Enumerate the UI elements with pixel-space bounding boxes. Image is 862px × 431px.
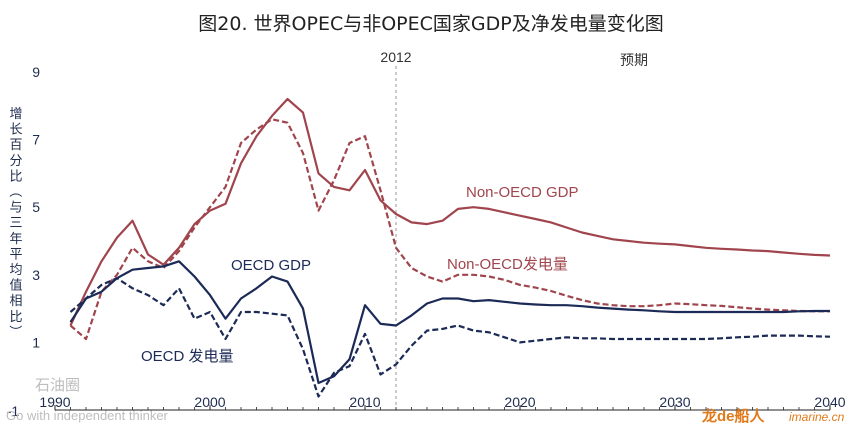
- series-layer: [69, 97, 831, 398]
- y-label-char: 比: [9, 310, 22, 325]
- watermark-right-site: imarine.cn: [789, 410, 845, 424]
- y-label-char: 增: [9, 107, 22, 122]
- y-label-char: 均: [9, 263, 22, 278]
- y-tick-label: 7: [32, 132, 40, 148]
- series-line-3: [69, 277, 831, 398]
- y-label-char: 比: [9, 169, 22, 184]
- series-line-1: [69, 118, 830, 341]
- series-line-0: [69, 97, 831, 326]
- annotation-oecd-gdp: OECD GDP: [231, 257, 311, 274]
- y-label-char: 平: [9, 247, 22, 262]
- x-tick-label: 1990: [39, 394, 70, 410]
- chart-title: 图20. 世界OPEC与非OPEC国家GDP及净发电量变化图: [198, 13, 663, 35]
- annotation-non-oecd-gdp: Non-OECD GDP: [466, 184, 579, 201]
- x-tick-label: 2010: [349, 394, 380, 410]
- forecast-label: 预期: [620, 52, 648, 68]
- annotation-non-oecd-power: Non-OECD发电量: [447, 256, 568, 273]
- y-tick-label: 5: [32, 199, 40, 215]
- y-tick-label: 1: [32, 334, 40, 350]
- y-label-char: 与: [9, 201, 22, 216]
- y-label-char: 分: [9, 154, 22, 169]
- watermark-left-sub: Go with independent thinker: [6, 408, 169, 423]
- y-label-char: 相: [9, 294, 22, 309]
- y-label-char: （: [7, 184, 22, 197]
- y-label-char: 长: [9, 123, 22, 138]
- axis-ticks: 1990 2000 2010 2020 2030 2040 1 3 5 7 9 -1: [7, 64, 846, 419]
- annotation-oecd-power: OECD 发电量: [141, 348, 234, 365]
- series-line-2: [69, 260, 830, 385]
- watermark-right-brand: 龙de船人: [701, 407, 766, 425]
- y-label-char: ）: [7, 325, 22, 338]
- x-tick-label: 2030: [659, 394, 690, 410]
- x-tick-label: 2040: [814, 394, 845, 410]
- y-label-char: 百: [9, 138, 22, 153]
- marker-year-label: 2012: [380, 49, 411, 65]
- y-label-char: 年: [9, 232, 22, 247]
- y-label-char: 三: [9, 216, 22, 231]
- x-tick-label: 2000: [194, 394, 225, 410]
- watermark-left: 石油圈: [35, 377, 80, 394]
- y-label-char: 值: [9, 278, 22, 294]
- y-tick-label: 3: [32, 267, 40, 283]
- x-tick-label: 2020: [504, 394, 535, 410]
- y-tick-label: 9: [32, 64, 40, 80]
- y-tick-label: -1: [7, 403, 20, 419]
